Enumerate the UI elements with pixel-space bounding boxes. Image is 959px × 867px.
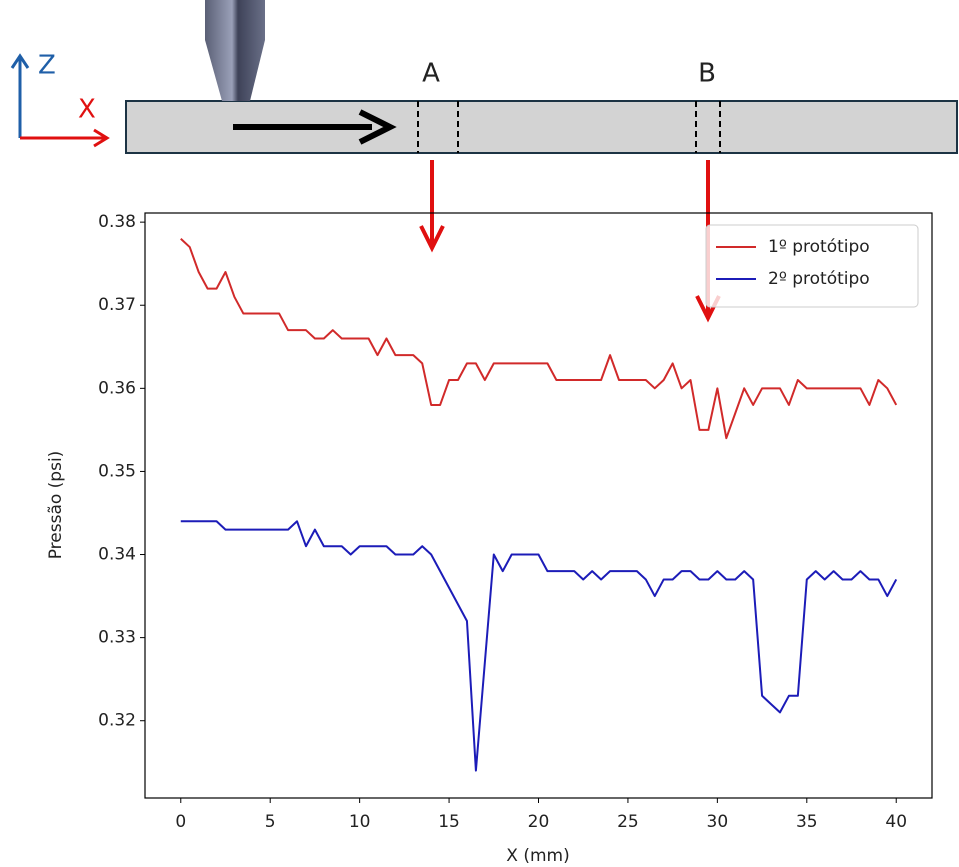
x-tick-label: 30 bbox=[707, 812, 729, 832]
y-tick-label: 0.33 bbox=[98, 628, 136, 648]
x-tick-label: 20 bbox=[528, 812, 550, 832]
diagram: Z X A B bbox=[10, 0, 958, 323]
feed-arrow-head bbox=[358, 109, 397, 145]
x-tick-label: 0 bbox=[175, 812, 186, 832]
x-axis-label: X (mm) bbox=[506, 846, 569, 866]
region-label: A bbox=[422, 59, 440, 89]
y-axis-label: Pressão (psi) bbox=[46, 451, 66, 560]
region-label: B bbox=[698, 59, 716, 89]
x-tick-label: 10 bbox=[349, 812, 371, 832]
series-line bbox=[180, 238, 898, 440]
legend-label: 1º protótipo bbox=[768, 237, 870, 257]
y-tick-label: 0.36 bbox=[98, 378, 136, 398]
x-tick-label: 5 bbox=[265, 812, 276, 832]
x-tick-label: 35 bbox=[796, 812, 818, 832]
y-tick-label: 0.37 bbox=[98, 295, 136, 315]
axes-glyph bbox=[10, 53, 110, 148]
z-label: Z bbox=[38, 51, 56, 81]
series-line bbox=[180, 520, 898, 772]
x-label: X bbox=[78, 95, 96, 125]
x-tick-label: 25 bbox=[617, 812, 639, 832]
y-tick-label: 0.32 bbox=[98, 711, 136, 731]
section-lines bbox=[417, 101, 721, 153]
legend-label: 2º protótipo bbox=[768, 269, 870, 289]
x-tick-label: 40 bbox=[885, 812, 907, 832]
y-tick-label: 0.38 bbox=[98, 212, 136, 232]
legend-box bbox=[705, 224, 919, 308]
y-tick-label: 0.34 bbox=[98, 545, 136, 565]
x-tick-label: 15 bbox=[438, 812, 460, 832]
section-arrows bbox=[419, 160, 721, 323]
nozzle bbox=[205, 0, 265, 101]
y-tick-label: 0.35 bbox=[98, 461, 136, 481]
